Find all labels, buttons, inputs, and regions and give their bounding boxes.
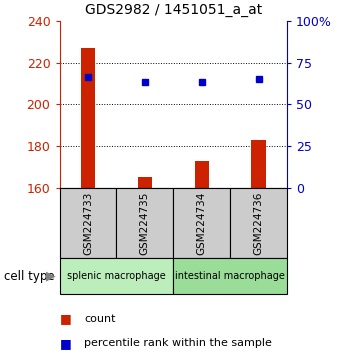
Bar [138,177,152,188]
Bar [195,161,209,188]
Text: intestinal macrophage: intestinal macrophage [175,271,285,281]
Text: ▶: ▶ [46,270,56,282]
Text: ■: ■ [60,312,71,325]
Text: ■: ■ [60,337,71,350]
Bar [251,140,266,188]
Text: count: count [84,314,116,324]
Text: GSM224736: GSM224736 [253,191,264,255]
Text: cell type: cell type [4,270,54,282]
Text: GSM224735: GSM224735 [140,191,150,255]
Text: splenic macrophage: splenic macrophage [67,271,166,281]
Title: GDS2982 / 1451051_a_at: GDS2982 / 1451051_a_at [85,4,262,17]
Text: percentile rank within the sample: percentile rank within the sample [84,338,272,348]
Text: GSM224733: GSM224733 [83,191,93,255]
Bar [81,48,95,188]
Text: GSM224734: GSM224734 [197,191,207,255]
